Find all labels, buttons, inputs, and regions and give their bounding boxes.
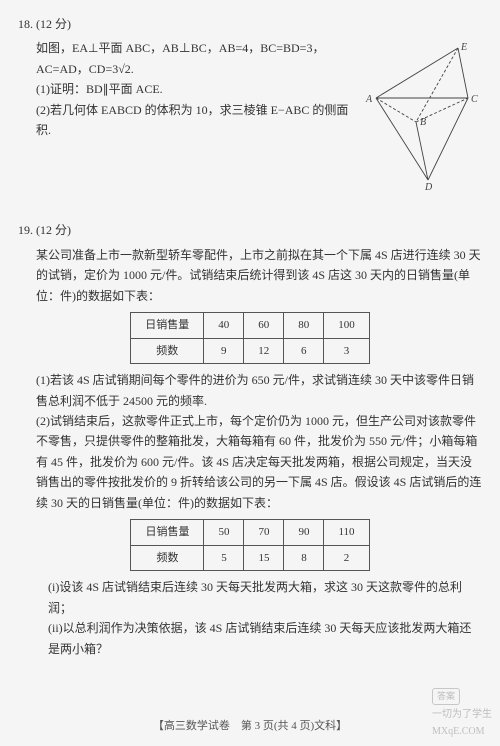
geometry-figure: E A C B D xyxy=(358,40,478,190)
cell: 60 xyxy=(244,312,284,338)
cell: 40 xyxy=(204,312,244,338)
problem-19-q2a: (2)试销结束后，这款零件正式上市，每个定价仍为 1000 元，但生产公司对该款… xyxy=(18,411,482,513)
svg-text:A: A xyxy=(365,94,373,105)
watermark: 答案 一切为了学生 MXqE.COM xyxy=(432,688,492,740)
problem-number: 19. xyxy=(18,223,33,237)
problem-19-header: 19. (12 分) xyxy=(18,220,482,240)
problem-number: 18. xyxy=(18,17,33,31)
problem-19-q1: (1)若该 4S 店试销期间每个零件的进价为 650 元/件，求试销连续 30 … xyxy=(18,370,482,411)
cell: 50 xyxy=(204,520,244,546)
cell: 2 xyxy=(324,545,369,571)
cell: 110 xyxy=(324,520,369,546)
svg-text:B: B xyxy=(420,117,426,128)
cell: 100 xyxy=(324,312,370,338)
cell: 15 xyxy=(244,545,284,571)
cell: 80 xyxy=(284,312,324,338)
cell: 5 xyxy=(204,545,244,571)
problem-19: 19. (12 分) 某公司准备上市一款新型轿车零配件，上市之前拟在其一个下属 … xyxy=(18,220,482,659)
problem-18-header: 18. (12 分) xyxy=(18,14,482,34)
table-row: 日销售量 50 70 90 110 xyxy=(131,520,369,546)
table-row: 日销售量 40 60 80 100 xyxy=(131,312,370,338)
table-row: 频数 5 15 8 2 xyxy=(131,545,369,571)
watermark-site: 一切为了学生 MXqE.COM xyxy=(432,709,492,737)
problem-18: 18. (12 分) 如图，EA⊥平面 ABC，AB⊥BC，AB=4，BC=BD… xyxy=(18,14,482,140)
cell: 70 xyxy=(244,520,284,546)
cell: 8 xyxy=(284,545,324,571)
svg-text:D: D xyxy=(424,182,433,190)
problem-19-para1: 某公司准备上市一款新型轿车零配件，上市之前拟在其一个下属 4S 店进行连续 30… xyxy=(18,245,482,306)
cell: 6 xyxy=(284,338,324,364)
watermark-tag: 答案 xyxy=(432,688,460,705)
page-footer: 【高三数学试卷 第 3 页(共 4 页)文科】 xyxy=(0,717,500,736)
cell: 3 xyxy=(324,338,370,364)
problem-points: (12 分) xyxy=(36,223,71,237)
problem-19-qii: (ii)以总利润作为决策依据，该 4S 店试销结束后连续 30 天每天应该批发两… xyxy=(18,618,482,659)
table-1: 日销售量 40 60 80 100 频数 9 12 6 3 xyxy=(130,312,370,364)
row-label: 日销售量 xyxy=(131,312,204,338)
svg-text:E: E xyxy=(460,42,467,53)
row-label: 频数 xyxy=(131,338,204,364)
problem-18-q1: (1)证明：BD∥平面 ACE. xyxy=(18,79,358,99)
row-label: 频数 xyxy=(131,545,204,571)
svg-text:C: C xyxy=(471,94,478,105)
row-label: 日销售量 xyxy=(131,520,204,546)
cell: 9 xyxy=(204,338,244,364)
problem-18-body: 如图，EA⊥平面 ABC，AB⊥BC，AB=4，BC=BD=3，AC=AD，CD… xyxy=(18,38,358,79)
cell: 12 xyxy=(244,338,284,364)
cell: 90 xyxy=(284,520,324,546)
table-2: 日销售量 50 70 90 110 频数 5 15 8 2 xyxy=(130,519,369,571)
problem-points: (12 分) xyxy=(36,17,71,31)
table-row: 频数 9 12 6 3 xyxy=(131,338,370,364)
problem-18-q2: (2)若几何体 EABCD 的体积为 10，求三棱锥 E−ABC 的侧面积. xyxy=(18,100,358,141)
problem-19-qi: (i)设该 4S 店试销结束后连续 30 天每天批发两大箱，求这 30 天这款零… xyxy=(18,577,482,618)
